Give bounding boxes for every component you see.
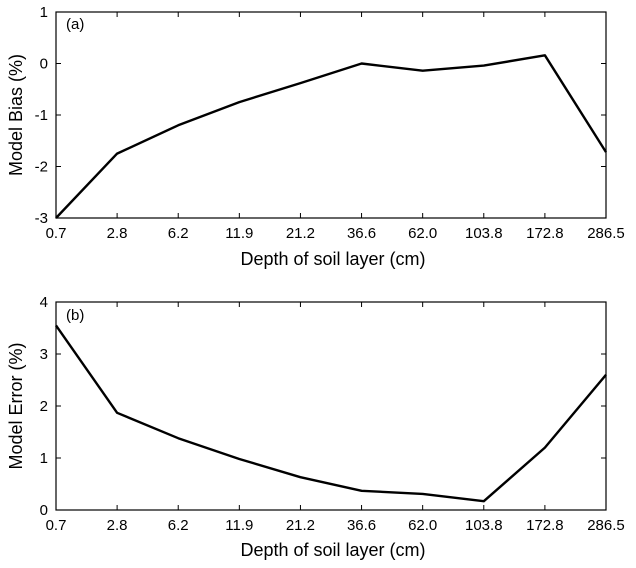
x-tick-label-b: 172.8 (526, 517, 564, 534)
x-axis-label-a: Depth of soil layer (cm) (240, 249, 425, 269)
x-ticks-a: 0.7 2.8 6.2 11.9 21.2 36.6 62.0 103.8 172.8 286.5 (46, 12, 625, 242)
x-tick-label-b: 286.5 (587, 517, 625, 534)
y-axis-label-a: Model Bias (%) (6, 54, 26, 176)
y-ticks-a: -3 -2 -1 0 1 (35, 4, 606, 227)
y-tick-label-b: 1 (40, 450, 48, 467)
y-tick-label-a: 1 (40, 4, 48, 21)
plot-frame-a (55, 11, 607, 219)
y-tick-label-a: -2 (35, 159, 48, 176)
panel-b: (b) 0 1 2 3 4 0.7 2.8 6.2 11.9 21.2 36.6 62.0 103.8… (6, 294, 625, 560)
x-tick-label-a: 6.2 (168, 225, 189, 242)
x-axis-label-b: Depth of soil layer (cm) (240, 540, 425, 560)
y-tick-label-b: 4 (40, 294, 48, 311)
series-line-a (55, 54, 608, 219)
x-ticks-b: 0.7 2.8 6.2 11.9 21.2 36.6 62.0 103.8 172.8 286.5 (46, 302, 625, 534)
panel-label-a: (a) (66, 16, 84, 33)
y-tick-label-b: 3 (40, 346, 48, 363)
y-tick-label-b: 2 (40, 398, 48, 415)
x-tick-label-b: 2.8 (107, 517, 128, 534)
x-tick-label-a: 172.8 (526, 225, 564, 242)
x-tick-label-a: 11.9 (225, 225, 253, 242)
plot-frame-b (55, 301, 607, 511)
y-tick-label-b: 0 (40, 502, 48, 519)
x-tick-label-b: 36.6 (347, 517, 376, 534)
y-tick-label-a: -3 (35, 210, 48, 227)
x-tick-label-b: 11.9 (225, 517, 253, 534)
series-a (55, 54, 608, 219)
y-axis-label-b: Model Error (%) (6, 342, 26, 469)
y-tick-label-a: -1 (35, 107, 48, 124)
series-b (55, 324, 607, 503)
x-tick-label-b: 21.2 (286, 517, 315, 534)
x-tick-label-a: 0.7 (46, 225, 67, 242)
x-tick-label-b: 0.7 (46, 517, 67, 534)
x-tick-label-b: 103.8 (465, 517, 503, 534)
y-tick-label-a: 0 (40, 56, 48, 73)
series-line-b (55, 324, 607, 503)
x-tick-label-a: 2.8 (107, 225, 128, 242)
x-tick-label-a: 36.6 (347, 225, 376, 242)
x-tick-label-a: 62.0 (408, 225, 437, 242)
x-tick-label-b: 62.0 (408, 517, 437, 534)
x-tick-label-b: 6.2 (168, 517, 189, 534)
panel-a: (a) -3 -2 -1 0 1 0.7 2.8 6.2 11.9 21.2 36.6 62.0 10… (6, 4, 625, 269)
x-tick-label-a: 21.2 (286, 225, 315, 242)
x-tick-label-a: 286.5 (587, 225, 625, 242)
y-ticks-b: 0 1 2 3 4 (40, 294, 606, 519)
x-tick-label-a: 103.8 (465, 225, 503, 242)
panel-label-b: (b) (66, 307, 84, 324)
